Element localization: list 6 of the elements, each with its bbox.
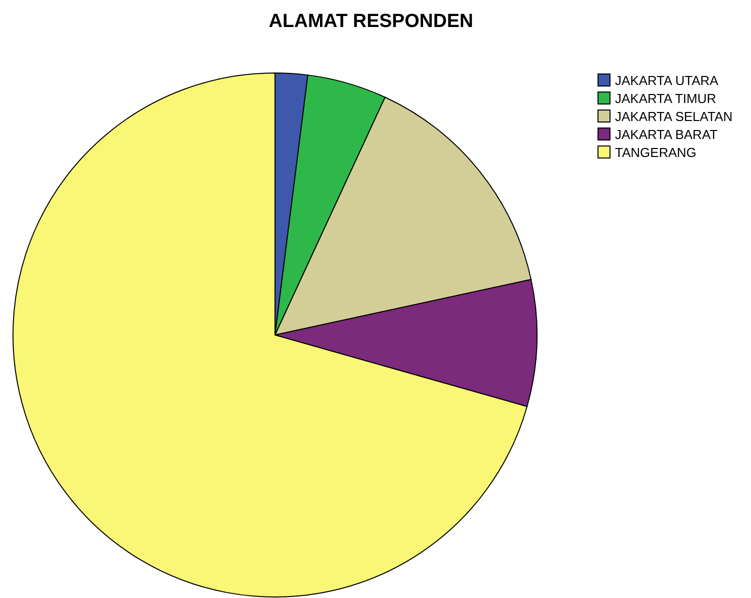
chart-title: ALAMAT RESPONDEN (268, 11, 474, 32)
legend-label: JAKARTA SELATAN (615, 109, 733, 124)
legend-label: JAKARTA BARAT (615, 127, 718, 142)
legend-label: JAKARTA UTARA (615, 73, 719, 88)
legend-label: JAKARTA TIMUR (615, 91, 716, 106)
legend-label: TANGERANG (615, 145, 696, 160)
